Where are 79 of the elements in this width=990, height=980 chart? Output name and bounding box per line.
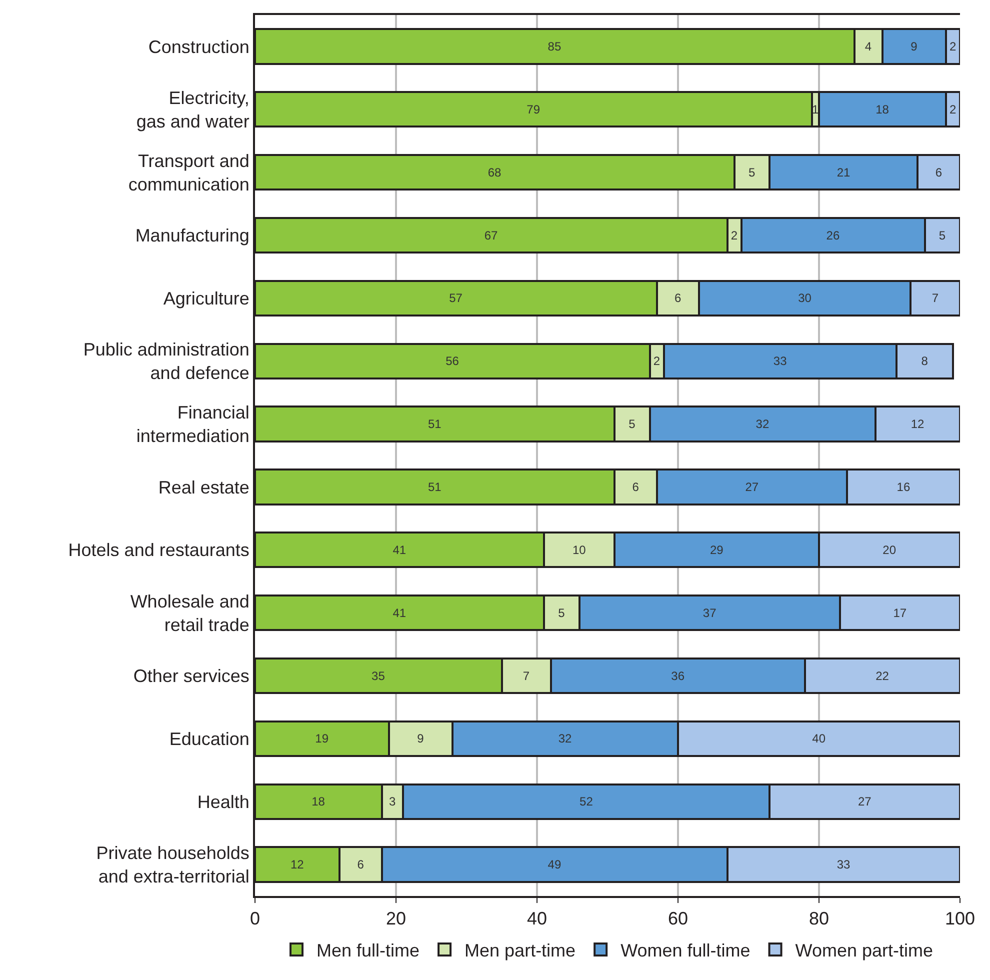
data-label: 30 bbox=[798, 291, 812, 306]
data-label: 36 bbox=[671, 668, 685, 683]
data-label: 56 bbox=[446, 354, 460, 368]
legend-label: Women full-time bbox=[620, 940, 750, 960]
data-label: 27 bbox=[858, 794, 872, 809]
data-label: 67 bbox=[484, 228, 498, 242]
y-tick-label: Financial intermediation bbox=[136, 402, 250, 446]
data-label: 32 bbox=[558, 732, 572, 746]
data-label: 32 bbox=[756, 417, 770, 432]
y-tick-label: Other services bbox=[133, 666, 250, 686]
x-tick-label: 40 bbox=[526, 908, 548, 929]
data-label: 5 bbox=[938, 228, 946, 242]
data-label: 5 bbox=[628, 417, 636, 432]
data-label: 2 bbox=[949, 102, 956, 116]
data-label: 6 bbox=[674, 291, 682, 306]
y-tick-label: Electricity, gas and water bbox=[136, 88, 250, 132]
data-label: 10 bbox=[572, 542, 586, 557]
y-tick-label: Manufacturing bbox=[135, 226, 250, 246]
legend-label: Men full-time bbox=[316, 940, 420, 960]
data-label: 27 bbox=[745, 480, 759, 494]
y-tick-label: Education bbox=[169, 728, 250, 749]
data-label: 21 bbox=[836, 165, 851, 180]
data-label: 9 bbox=[417, 732, 424, 746]
data-label: 7 bbox=[522, 668, 530, 683]
y-tick-label: Public administration and defence bbox=[83, 340, 250, 384]
x-tick-label: 80 bbox=[808, 908, 830, 929]
data-label: 6 bbox=[632, 480, 640, 494]
data-label: 8 bbox=[921, 354, 928, 368]
data-label: 19 bbox=[315, 732, 329, 746]
data-label: 41 bbox=[392, 606, 406, 620]
data-label: 9 bbox=[910, 39, 918, 54]
y-tick-label: Hotels and restaurants bbox=[68, 540, 250, 560]
data-label: 18 bbox=[312, 794, 326, 809]
data-label: 6 bbox=[935, 165, 942, 180]
x-tick-label: 20 bbox=[386, 908, 406, 929]
y-tick-label: Construction bbox=[148, 36, 250, 57]
data-label: 18 bbox=[876, 102, 890, 116]
data-label: 33 bbox=[836, 858, 851, 872]
data-label: 22 bbox=[876, 668, 890, 683]
data-label: 41 bbox=[392, 542, 406, 557]
y-tick-label: Wholesale and retail trade bbox=[130, 591, 250, 635]
data-label: 35 bbox=[372, 668, 386, 683]
y-tick-label: Agriculture bbox=[163, 288, 250, 308]
legend-label: Men part-time bbox=[464, 940, 576, 960]
data-label: 12 bbox=[290, 858, 304, 872]
data-label: 16 bbox=[896, 480, 910, 494]
data-label: 29 bbox=[710, 542, 724, 557]
data-label: 52 bbox=[580, 794, 594, 809]
data-label: 79 bbox=[526, 102, 540, 116]
x-tick-label: 0 bbox=[250, 908, 260, 929]
data-label: 4 bbox=[864, 39, 872, 54]
y-tick-label: Health bbox=[197, 792, 250, 812]
data-label: 51 bbox=[428, 480, 442, 494]
data-label: 17 bbox=[893, 606, 907, 620]
data-label: 2 bbox=[949, 39, 956, 54]
data-label: 33 bbox=[773, 354, 788, 368]
data-label: 68 bbox=[488, 165, 502, 180]
data-label: 85 bbox=[548, 39, 562, 54]
y-tick-label: Transport and communication bbox=[128, 150, 250, 194]
data-label: 5 bbox=[748, 165, 756, 180]
data-label: 51 bbox=[428, 417, 442, 432]
data-label: 12 bbox=[910, 417, 925, 432]
data-label: 40 bbox=[812, 732, 826, 746]
data-label: 7 bbox=[932, 291, 939, 306]
y-tick-label: Private households and extra-territorial bbox=[96, 843, 250, 887]
x-tick-label: 60 bbox=[668, 908, 688, 929]
data-label: 2 bbox=[730, 228, 738, 242]
x-tick-label: 100 bbox=[944, 908, 976, 929]
data-label: 3 bbox=[388, 794, 396, 809]
data-label: 6 bbox=[357, 858, 364, 872]
data-label: 49 bbox=[548, 858, 562, 872]
y-tick-label: Real estate bbox=[158, 477, 250, 498]
data-label: 5 bbox=[558, 606, 566, 620]
legend-label: Women part-time bbox=[795, 940, 933, 960]
data-label: 20 bbox=[882, 542, 896, 557]
data-label: 26 bbox=[826, 228, 840, 242]
data-label: 37 bbox=[702, 606, 717, 620]
data-label: 57 bbox=[449, 291, 463, 306]
data-label: 2 bbox=[653, 354, 660, 368]
